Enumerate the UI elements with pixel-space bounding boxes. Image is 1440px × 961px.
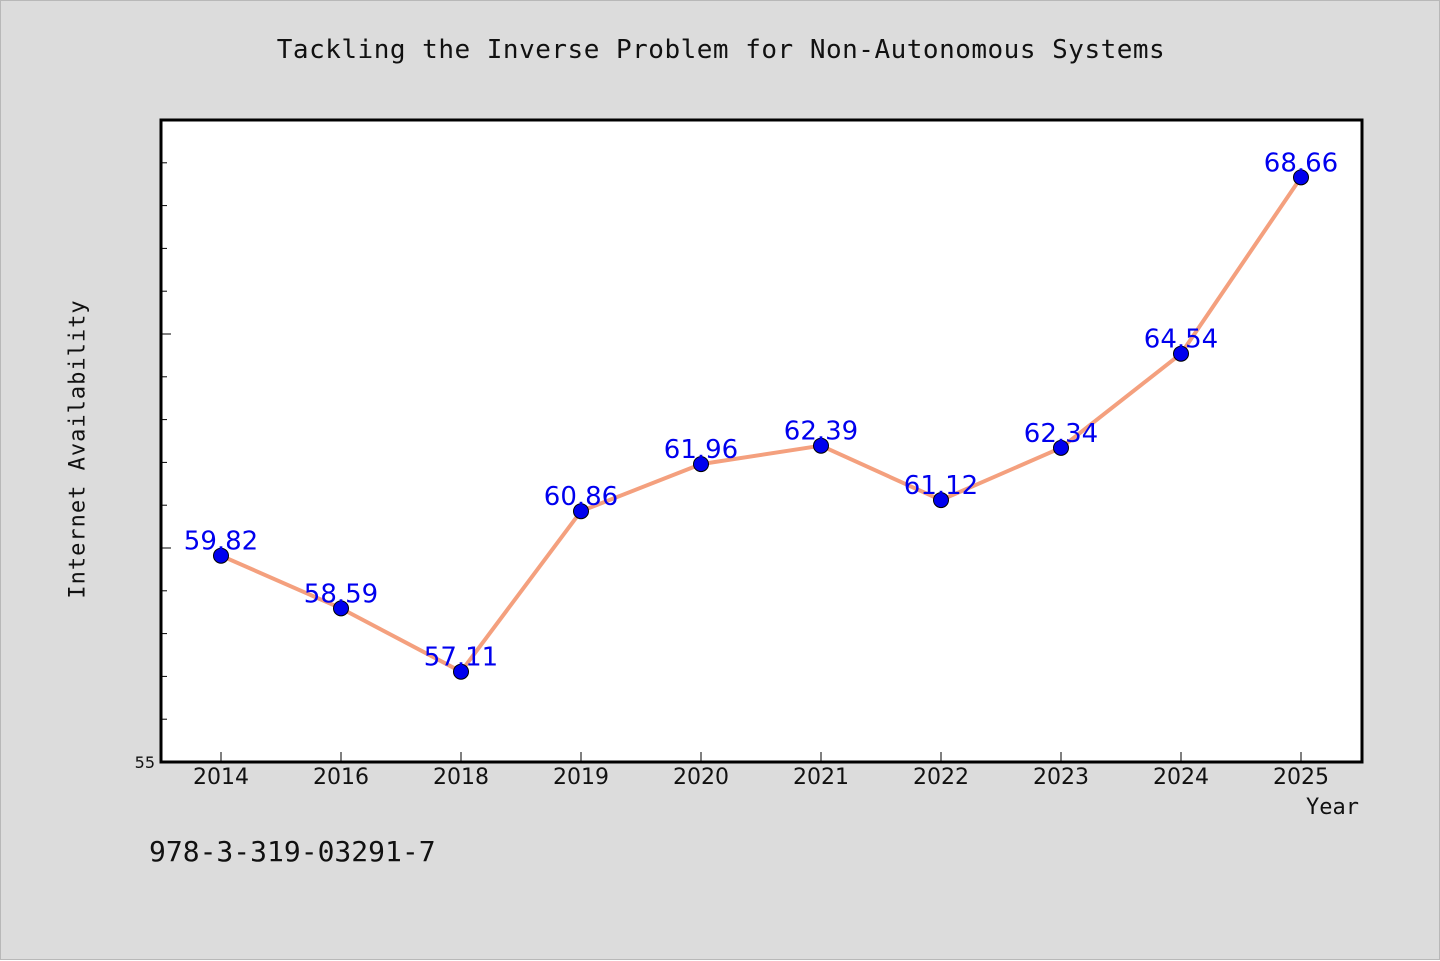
series-markers bbox=[213, 169, 1309, 680]
data-label: 59.82 bbox=[184, 527, 258, 557]
data-labels: 59.82 58.59 57.11 60.86 61.96 62.39 61.12 62.34… bbox=[184, 148, 1338, 672]
x-tick-label: 2022 bbox=[913, 765, 969, 790]
data-point bbox=[1053, 439, 1069, 456]
y-axis: 55 bbox=[135, 162, 171, 772]
chart-title: Tackling the Inverse Problem for Non-Aut… bbox=[276, 35, 1166, 65]
data-point bbox=[213, 547, 229, 564]
data-point bbox=[933, 492, 949, 509]
x-tick-label: 2016 bbox=[313, 765, 369, 790]
data-point bbox=[573, 503, 589, 520]
data-label: 68.66 bbox=[1264, 148, 1338, 178]
data-label: 62.34 bbox=[1024, 419, 1098, 449]
x-tick-label: 2014 bbox=[193, 765, 249, 790]
data-label: 57.11 bbox=[424, 643, 498, 673]
data-point bbox=[813, 437, 829, 454]
data-point bbox=[453, 663, 469, 680]
data-point bbox=[1173, 345, 1189, 362]
x-tick-label: 2019 bbox=[553, 765, 609, 790]
data-label: 60.86 bbox=[544, 482, 618, 512]
x-tick-label: 2023 bbox=[1033, 765, 1089, 790]
data-point bbox=[693, 456, 709, 473]
data-label: 61.12 bbox=[904, 471, 978, 501]
x-tick-label: 2024 bbox=[1153, 765, 1209, 790]
data-label: 62.39 bbox=[784, 417, 858, 447]
x-axis-title: Year bbox=[1306, 795, 1359, 820]
data-label: 64.54 bbox=[1144, 325, 1218, 355]
y-tick-label: 55 bbox=[135, 753, 155, 772]
footer-isbn: 978-3-319-03291-7 bbox=[149, 835, 436, 868]
x-tick-label: 2018 bbox=[433, 765, 489, 790]
data-label: 61.96 bbox=[664, 435, 738, 465]
data-point bbox=[1293, 169, 1309, 186]
x-axis: 2014 2016 2018 2019 2020 2021 2022 2023 2024 2025 bbox=[193, 752, 1329, 790]
series-line bbox=[219, 175, 1303, 674]
data-label: 58.59 bbox=[304, 579, 378, 609]
data-point bbox=[333, 600, 349, 617]
x-tick-label: 2021 bbox=[793, 765, 849, 790]
x-tick-label: 2020 bbox=[673, 765, 729, 790]
x-tick-label: 2025 bbox=[1273, 765, 1329, 790]
plot-area bbox=[159, 118, 1364, 764]
